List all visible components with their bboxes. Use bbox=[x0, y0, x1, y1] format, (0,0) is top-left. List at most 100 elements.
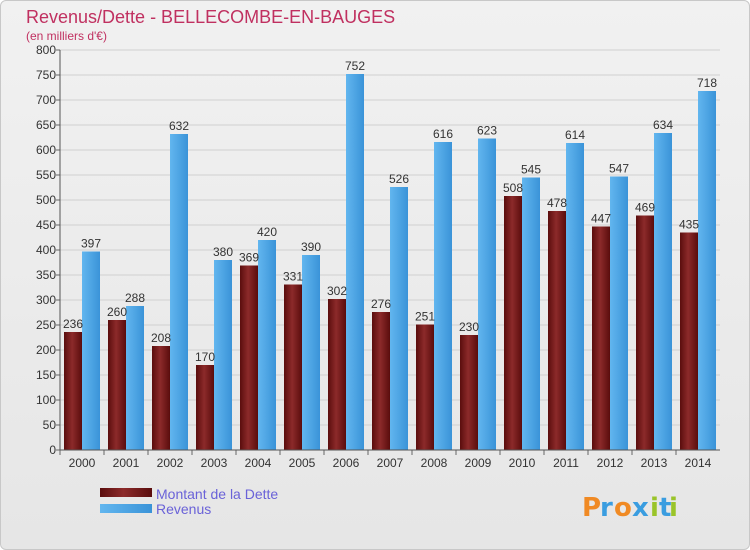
y-tick-label: 500 bbox=[36, 193, 56, 207]
y-tick-label: 50 bbox=[43, 418, 57, 432]
data-label: 508 bbox=[503, 181, 523, 195]
y-tick-label: 150 bbox=[36, 368, 56, 382]
bar-revenus bbox=[478, 138, 496, 450]
data-label: 632 bbox=[169, 119, 189, 133]
bar-revenus bbox=[346, 74, 364, 450]
bar-debt bbox=[416, 324, 434, 450]
y-tick-label: 100 bbox=[36, 393, 56, 407]
data-label: 634 bbox=[653, 118, 673, 132]
x-tick-label: 2000 bbox=[69, 456, 96, 470]
x-tick-label: 2003 bbox=[201, 456, 228, 470]
data-label: 380 bbox=[213, 245, 233, 259]
data-label: 447 bbox=[591, 212, 611, 226]
bar-revenus bbox=[170, 134, 188, 450]
bar-debt bbox=[372, 312, 390, 450]
data-label: 170 bbox=[195, 350, 215, 364]
data-label: 302 bbox=[327, 284, 347, 298]
data-label: 230 bbox=[459, 320, 479, 334]
bar-debt bbox=[504, 196, 522, 450]
bar-revenus bbox=[126, 306, 144, 450]
y-tick-label: 750 bbox=[36, 68, 56, 82]
logo-letter: r bbox=[600, 493, 613, 523]
data-label: 420 bbox=[257, 225, 277, 239]
legend-swatch-debt bbox=[100, 488, 152, 497]
bars bbox=[64, 74, 716, 450]
bar-debt bbox=[240, 265, 258, 450]
bar-revenus bbox=[258, 240, 276, 450]
x-tick-label: 2006 bbox=[333, 456, 360, 470]
bar-revenus bbox=[82, 251, 100, 450]
y-tick-label: 300 bbox=[36, 293, 56, 307]
logo-letter: P bbox=[582, 493, 601, 523]
y-tick-label: 200 bbox=[36, 343, 56, 357]
x-tick-label: 2001 bbox=[113, 456, 140, 470]
y-tick-label: 250 bbox=[36, 318, 56, 332]
data-label: 260 bbox=[107, 305, 127, 319]
data-label: 288 bbox=[125, 291, 145, 305]
data-label: 718 bbox=[697, 76, 717, 90]
data-label: 545 bbox=[521, 163, 541, 177]
bar-revenus bbox=[302, 255, 320, 450]
data-label: 390 bbox=[301, 240, 321, 254]
y-tick-label: 800 bbox=[36, 43, 56, 57]
bar-revenus bbox=[654, 133, 672, 450]
data-label: 236 bbox=[63, 317, 83, 331]
bar-debt bbox=[636, 215, 654, 450]
bar-debt bbox=[548, 211, 566, 450]
x-tick-label: 2010 bbox=[509, 456, 536, 470]
logo-letter: i bbox=[669, 493, 678, 523]
data-label: 251 bbox=[415, 310, 435, 324]
data-label: 616 bbox=[433, 127, 453, 141]
data-label: 397 bbox=[81, 237, 101, 251]
bar-debt bbox=[196, 365, 214, 450]
x-tick-label: 2005 bbox=[289, 456, 316, 470]
data-label: 478 bbox=[547, 196, 567, 210]
y-tick-label: 400 bbox=[36, 243, 56, 257]
logo-letter: i bbox=[650, 493, 659, 523]
bar-debt bbox=[592, 226, 610, 450]
data-label: 276 bbox=[371, 297, 391, 311]
chart-title: Revenus/Dette - BELLECOMBE-EN-BAUGES bbox=[26, 7, 395, 27]
bar-debt bbox=[108, 320, 126, 450]
y-tick-label: 0 bbox=[49, 443, 56, 457]
x-tick-label: 2013 bbox=[641, 456, 668, 470]
data-label: 469 bbox=[635, 201, 655, 215]
axes bbox=[59, 50, 720, 451]
data-label: 752 bbox=[345, 59, 365, 73]
legend-label-revenus: Revenus bbox=[156, 501, 211, 517]
y-tick-label: 350 bbox=[36, 268, 56, 282]
data-label: 623 bbox=[477, 124, 497, 138]
x-axis-ticks: 2000 2001 2002 2003 2004 2005 2006 2007 2008 2009… bbox=[59, 450, 712, 470]
y-axis-ticks: 0 50 100 150 200 250 300 350 400 450 500 550 600 650 7… bbox=[36, 43, 60, 457]
bar-debt bbox=[680, 232, 698, 450]
logo-letter: t bbox=[659, 493, 671, 523]
data-label: 614 bbox=[565, 128, 585, 142]
bar-revenus bbox=[566, 143, 584, 450]
x-tick-label: 2002 bbox=[157, 456, 184, 470]
y-tick-label: 550 bbox=[36, 168, 56, 182]
bar-debt bbox=[328, 299, 346, 450]
x-tick-label: 2014 bbox=[685, 456, 712, 470]
bar-debt bbox=[64, 332, 82, 450]
bar-revenus bbox=[214, 260, 232, 450]
x-tick-label: 2009 bbox=[465, 456, 492, 470]
legend-swatch-revenus bbox=[100, 504, 152, 513]
y-tick-label: 600 bbox=[36, 143, 56, 157]
bar-debt bbox=[460, 335, 478, 450]
bar-revenus bbox=[698, 91, 716, 450]
legend: Montant de la Dette Revenus bbox=[100, 486, 278, 517]
x-tick-label: 2007 bbox=[377, 456, 404, 470]
x-tick-label: 2012 bbox=[597, 456, 624, 470]
data-label: 369 bbox=[239, 251, 259, 265]
data-label: 331 bbox=[283, 270, 303, 284]
bar-debt bbox=[152, 346, 170, 450]
logo-letter: x bbox=[632, 493, 649, 523]
bar-revenus bbox=[610, 176, 628, 450]
bar-revenus bbox=[434, 142, 452, 450]
data-label: 208 bbox=[151, 331, 171, 345]
proxiti-logo: Pr o x i ti bbox=[582, 493, 678, 523]
legend-label-debt: Montant de la Dette bbox=[156, 486, 278, 502]
x-tick-label: 2004 bbox=[245, 456, 272, 470]
